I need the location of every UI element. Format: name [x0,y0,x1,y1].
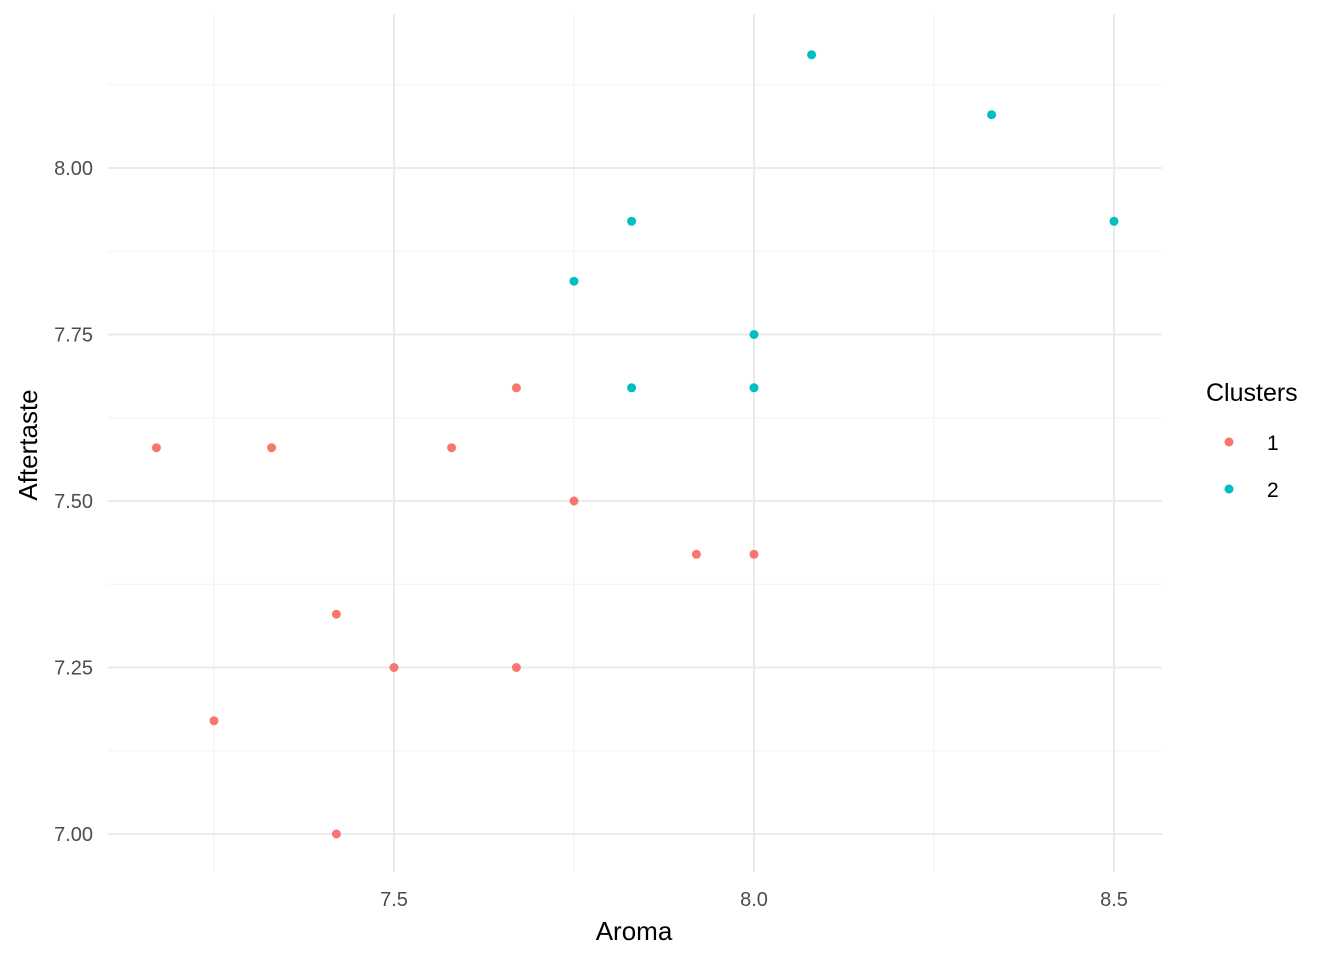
data-point-cluster-2 [627,383,637,393]
legend-key-1 [1224,437,1234,447]
data-point-cluster-1 [151,443,161,453]
major-grid [108,14,1162,872]
y-tick-label: 7.25 [54,658,93,680]
data-point-cluster-2 [987,110,997,120]
minor-grid [108,14,1162,872]
legend-key-2 [1224,484,1234,494]
y-tick-label: 8.00 [54,158,93,180]
data-point-cluster-2 [807,50,817,60]
x-tick-label: 8.5 [1100,889,1128,911]
data-point-cluster-1 [447,443,457,453]
data-points [151,50,1119,839]
data-point-cluster-2 [627,216,637,226]
data-point-cluster-1 [389,663,399,672]
y-tick-label: 7.50 [54,491,93,513]
data-point-cluster-1 [209,716,219,726]
data-point-cluster-1 [511,383,521,393]
data-point-cluster-1 [331,829,341,839]
y-tick-label: 7.75 [54,325,93,347]
data-point-cluster-1 [691,549,701,559]
data-point-cluster-2 [569,276,579,286]
y-axis-ticks: 7.00 7.25 7.50 7.75 8.00 [54,158,93,846]
y-axis-title: Aftertaste [13,389,43,500]
data-point-cluster-2 [1109,216,1119,226]
x-axis-title: Aroma [596,916,673,946]
data-point-cluster-1 [749,549,759,559]
data-point-cluster-1 [569,496,579,506]
x-axis-ticks: 7.5 8.0 8.5 [380,889,1128,911]
x-tick-label: 8.0 [740,889,768,911]
data-point-cluster-2 [749,330,759,339]
x-tick-label: 7.5 [380,889,408,911]
legend: Clusters 1 2 [1206,379,1298,502]
data-point-cluster-1 [511,663,521,672]
y-tick-label: 7.00 [54,824,93,846]
data-point-cluster-1 [267,443,277,453]
data-point-cluster-1 [331,609,341,619]
legend-title: Clusters [1206,379,1298,407]
legend-label-2: 2 [1267,479,1279,502]
data-point-cluster-2 [749,383,759,393]
legend-label-1: 1 [1267,432,1279,455]
